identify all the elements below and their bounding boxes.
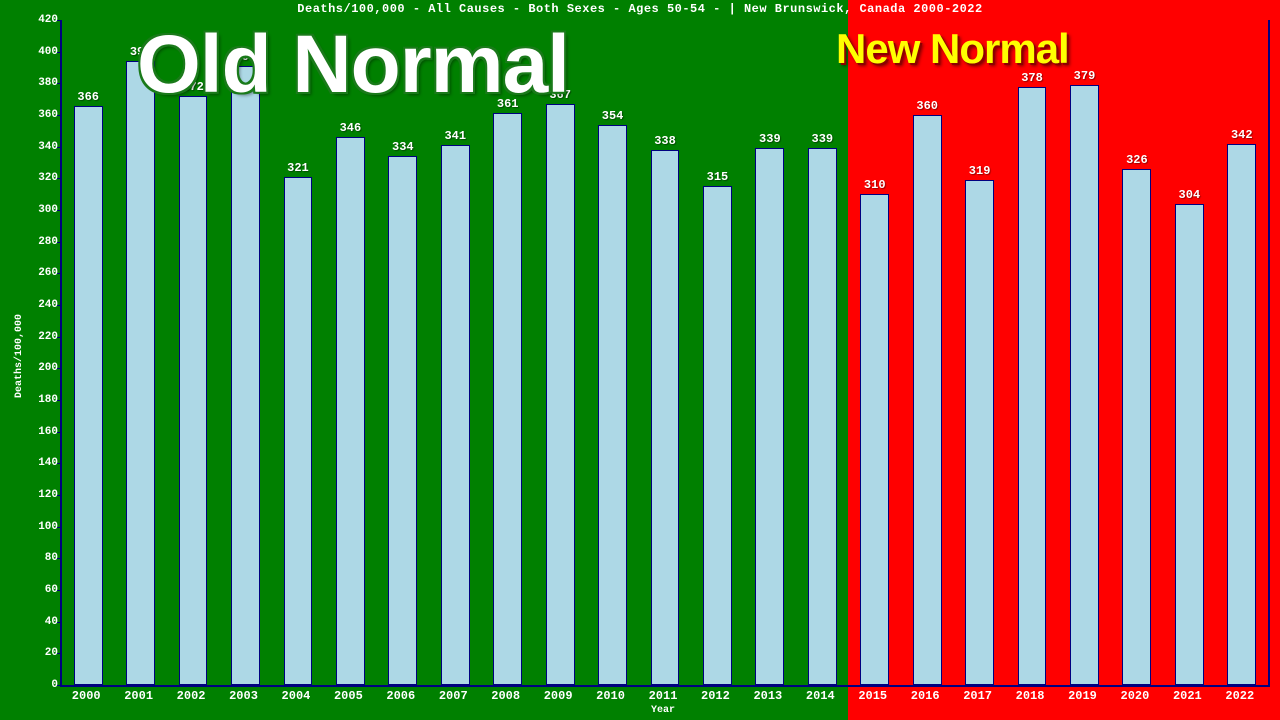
- y-tick-label: 380: [38, 77, 62, 89]
- bar: [284, 177, 313, 685]
- bar: [1175, 204, 1204, 685]
- bar: [493, 113, 522, 685]
- x-tick-label: 2004: [282, 689, 311, 703]
- y-tick-label: 40: [45, 616, 62, 628]
- x-tick-label: 2014: [806, 689, 835, 703]
- x-tick-label: 2002: [177, 689, 206, 703]
- y-tick-label: 300: [38, 204, 62, 216]
- x-tick-label: 2001: [124, 689, 153, 703]
- x-tick-label: 2019: [1068, 689, 1097, 703]
- y-tick-label: 240: [38, 299, 62, 311]
- bar: [1122, 169, 1151, 685]
- chart-root: Deaths/100,000 - All Causes - Both Sexes…: [0, 0, 1280, 720]
- bar: [546, 104, 575, 685]
- chart-title: Deaths/100,000 - All Causes - Both Sexes…: [0, 2, 1280, 16]
- y-axis-label: Deaths/100,000: [14, 313, 25, 397]
- x-tick-label: 2010: [596, 689, 625, 703]
- bar-value-label: 334: [392, 140, 414, 154]
- bar-value-label: 339: [759, 132, 781, 146]
- bar: [755, 148, 784, 685]
- y-tick-label: 60: [45, 584, 62, 596]
- x-tick-label: 2000: [72, 689, 101, 703]
- y-tick-label: 160: [38, 426, 62, 438]
- bar: [74, 106, 103, 686]
- y-tick-label: 80: [45, 552, 62, 564]
- bar: [860, 194, 889, 685]
- overlay-text: Old Normal: [137, 18, 569, 112]
- bar: [231, 66, 260, 685]
- bar-value-label: 321: [287, 161, 309, 175]
- x-tick-label: 2020: [1121, 689, 1150, 703]
- y-tick-label: 180: [38, 394, 62, 406]
- bar: [651, 150, 680, 685]
- x-tick-label: 2016: [911, 689, 940, 703]
- x-axis-label: Year: [651, 705, 675, 716]
- x-tick-label: 2021: [1173, 689, 1202, 703]
- bar: [703, 186, 732, 685]
- bar-value-label: 310: [864, 178, 886, 192]
- overlay-text: New Normal: [836, 25, 1069, 73]
- bar: [179, 96, 208, 685]
- y-tick-label: 20: [45, 647, 62, 659]
- x-tick-label: 2018: [1016, 689, 1045, 703]
- bar: [913, 115, 942, 685]
- bar-value-label: 346: [340, 121, 362, 135]
- x-tick-label: 2013: [753, 689, 782, 703]
- bar-value-label: 315: [707, 170, 729, 184]
- x-tick-label: 2008: [491, 689, 520, 703]
- bar-value-label: 366: [77, 90, 99, 104]
- bar-value-label: 338: [654, 134, 676, 148]
- x-tick-label: 2007: [439, 689, 468, 703]
- bar: [388, 156, 417, 685]
- y-tick-label: 200: [38, 362, 62, 374]
- y-tick-label: 140: [38, 457, 62, 469]
- bar-value-label: 354: [602, 109, 624, 123]
- y-tick-label: 360: [38, 109, 62, 121]
- bar-value-label: 319: [969, 164, 991, 178]
- y-tick-label: 340: [38, 141, 62, 153]
- y-tick-label: 320: [38, 172, 62, 184]
- bar-value-label: 339: [811, 132, 833, 146]
- bar: [441, 145, 470, 685]
- bar-value-label: 341: [444, 129, 466, 143]
- y-tick-label: 280: [38, 236, 62, 248]
- bar: [336, 137, 365, 685]
- y-tick-label: 400: [38, 46, 62, 58]
- y-tick-label: 0: [51, 679, 62, 691]
- x-tick-label: 2005: [334, 689, 363, 703]
- x-tick-label: 2003: [229, 689, 258, 703]
- bar: [598, 125, 627, 686]
- bar-value-label: 379: [1074, 69, 1096, 83]
- x-tick-label: 2009: [544, 689, 573, 703]
- bar-value-label: 360: [916, 99, 938, 113]
- bar: [1018, 87, 1047, 686]
- bar: [1227, 144, 1256, 686]
- bar: [808, 148, 837, 685]
- bar-value-label: 326: [1126, 153, 1148, 167]
- x-tick-label: 2006: [386, 689, 415, 703]
- bar: [126, 61, 155, 685]
- y-tick-label: 220: [38, 331, 62, 343]
- y-tick-label: 260: [38, 267, 62, 279]
- x-tick-label: 2011: [649, 689, 678, 703]
- x-tick-label: 2017: [963, 689, 992, 703]
- x-tick-label: 2015: [858, 689, 887, 703]
- plot-area: 0204060801001201401601802002202402602803…: [60, 20, 1270, 687]
- bar-value-label: 342: [1231, 128, 1253, 142]
- bar: [1070, 85, 1099, 685]
- x-tick-label: 2022: [1225, 689, 1254, 703]
- bar-value-label: 304: [1179, 188, 1201, 202]
- y-tick-label: 100: [38, 521, 62, 533]
- x-tick-label: 2012: [701, 689, 730, 703]
- bar: [965, 180, 994, 685]
- y-tick-label: 120: [38, 489, 62, 501]
